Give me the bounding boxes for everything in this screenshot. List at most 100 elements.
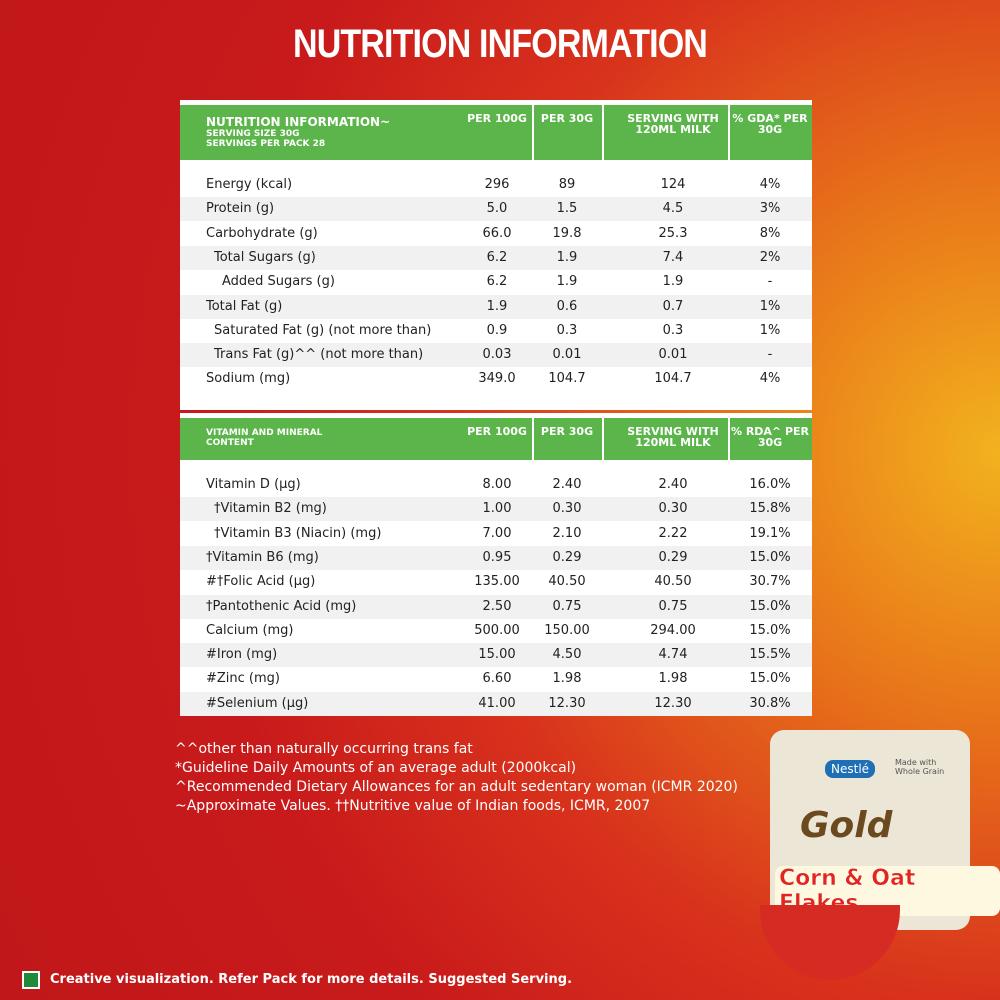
table-header: NUTRITION INFORMATION~ SERVING SIZE 30G SE…: [180, 105, 812, 160]
row-value: 2.10: [552, 525, 582, 541]
row-value: 1.00: [482, 501, 512, 517]
table-row: #†Folic Acid (µg) 135.00 40.50 40.50 30.7%: [180, 570, 812, 594]
row-value: 0.29: [552, 549, 582, 565]
row-value: 0.3: [662, 322, 684, 338]
row-label: Trans Fat (g)^^ (not more than): [214, 347, 424, 363]
row-value: -: [767, 274, 773, 290]
row-value: 0.6: [556, 298, 578, 314]
row-value: 4%: [759, 177, 781, 192]
row-value: 0.3: [556, 322, 578, 338]
row-value: 2.40: [658, 477, 688, 492]
row-value: 6.2: [486, 274, 508, 290]
row-label: Added Sugars (g): [222, 274, 335, 290]
row-value: 4.5: [662, 201, 684, 217]
row-value: 15.0%: [749, 622, 791, 638]
row-value: 15.0%: [749, 598, 791, 614]
row-label: #Zinc (mg): [206, 671, 280, 687]
column-header: PER 30G: [540, 425, 594, 438]
row-value: 1.9: [486, 298, 508, 314]
table-row: Added Sugars (g) 6.2 1.9 1.9 -: [180, 270, 812, 294]
serving-size: SERVING SIZE 30G: [206, 129, 300, 139]
row-value: 0.75: [658, 598, 688, 614]
row-value: 0.01: [552, 347, 582, 363]
row-value: 0.7: [662, 298, 684, 314]
column-divider: [728, 418, 730, 460]
column-header: PER 100G: [467, 425, 527, 438]
table-row: #Iron (mg) 15.00 4.50 4.74 15.5%: [180, 643, 812, 668]
row-value: 6.60: [482, 671, 512, 687]
row-value: 30.8%: [749, 695, 791, 711]
row-value: 2%: [759, 249, 781, 265]
row-value: 1%: [759, 322, 781, 338]
row-value: 19.1%: [749, 525, 791, 541]
row-label: Total Fat (g): [206, 298, 283, 314]
table-row: †Pantothenic Acid (mg) 2.50 0.75 0.75 15.0%: [180, 594, 812, 619]
table-row: Trans Fat (g)^^ (not more than) 0.03 0.01 0…: [180, 343, 812, 368]
table-row: Calcium (mg) 500.00 150.00 294.00 15.0%: [180, 619, 812, 643]
table-row: #Zinc (mg) 6.60 1.98 1.98 15.0%: [180, 667, 812, 691]
row-value: -: [767, 347, 773, 363]
row-value: 7.4: [662, 249, 684, 265]
table-header: VITAMIN AND MINERAL CONTENT PER 100G PER 3…: [180, 418, 812, 460]
row-value: 40.50: [654, 574, 692, 590]
table-row: Total Fat (g) 1.9 0.6 0.7 1%: [180, 294, 812, 319]
title: NUTRITION INFORMATION: [292, 22, 708, 66]
row-value: 294.00: [650, 622, 696, 638]
row-label: †Pantothenic Acid (mg): [206, 598, 357, 614]
column-divider: [602, 105, 604, 160]
table-row: Energy (kcal) 296 89 124 4%: [180, 173, 812, 197]
row-value: 1.9: [662, 274, 684, 290]
row-value: 2.22: [658, 525, 688, 541]
row-value: 5.0: [486, 201, 508, 217]
row-value: 500.00: [474, 622, 520, 638]
row-label: †Vitamin B6 (mg): [206, 549, 319, 565]
row-label: Vitamin D (µg): [206, 477, 301, 492]
row-value: 124: [660, 177, 686, 192]
row-value: 1.98: [552, 671, 582, 687]
row-value: 25.3: [658, 225, 688, 241]
column-header: PER 100G: [467, 112, 527, 125]
column-divider: [602, 418, 604, 460]
row-label: Protein (g): [206, 201, 275, 217]
row-value: 1.5: [556, 201, 578, 217]
table-row: Protein (g) 5.0 1.5 4.5 3%: [180, 197, 812, 222]
column-header: PER 30G: [540, 112, 594, 125]
column-header: SERVING WITH 120ML MILK: [627, 425, 719, 449]
row-value: 7.00: [482, 525, 512, 541]
row-value: 0.9: [486, 322, 508, 338]
bowl: [760, 905, 900, 980]
row-value: 2.40: [552, 477, 582, 492]
row-value: 150.00: [544, 622, 590, 638]
row-label: Sodium (mg): [206, 371, 291, 387]
row-value: 135.00: [474, 574, 520, 590]
row-label: #†Folic Acid (µg): [206, 574, 316, 590]
table-row: Total Sugars (g) 6.2 1.9 7.4 2%: [180, 245, 812, 270]
product-name: Gold: [800, 805, 893, 846]
row-value: 41.00: [478, 695, 516, 711]
column-header: % GDA* PER 30G: [732, 112, 808, 136]
row-label: †Vitamin B2 (mg): [214, 501, 327, 517]
row-value: 3%: [759, 201, 781, 217]
header-title: VITAMIN AND MINERAL CONTENT: [206, 428, 323, 448]
column-header: % RDA^ PER 30G: [730, 425, 810, 449]
footnote: ^^other than naturally occurring trans f…: [175, 741, 473, 757]
vitamin-table: VITAMIN AND MINERAL CONTENT PER 100G PER 3…: [180, 413, 812, 716]
row-label: #Selenium (µg): [206, 695, 309, 711]
row-value: 1.9: [556, 249, 578, 265]
row-value: 66.0: [482, 225, 512, 241]
row-value: 104.7: [654, 371, 692, 387]
table-row: †Vitamin B3 (Niacin) (mg) 7.00 2.10 2.22 19.…: [180, 522, 812, 546]
nutrition-table: NUTRITION INFORMATION~ SERVING SIZE 30G SE…: [180, 100, 812, 410]
column-header: SERVING WITH 120ML MILK: [627, 112, 719, 136]
veg-mark: [22, 971, 40, 989]
table-row: †Vitamin B6 (mg) 0.95 0.29 0.29 15.0%: [180, 545, 812, 570]
footnote: *Guideline Daily Amounts of an average a…: [175, 760, 577, 776]
row-value: 30.7%: [749, 574, 791, 590]
row-label: Saturated Fat (g) (not more than): [214, 322, 432, 338]
row-value: 15.0%: [749, 549, 791, 565]
column-divider: [532, 418, 534, 460]
row-value: 1%: [759, 298, 781, 314]
row-value: 0.30: [658, 501, 688, 517]
table-row: Sodium (mg) 349.0 104.7 104.7 4%: [180, 367, 812, 391]
row-value: 89: [558, 177, 576, 192]
